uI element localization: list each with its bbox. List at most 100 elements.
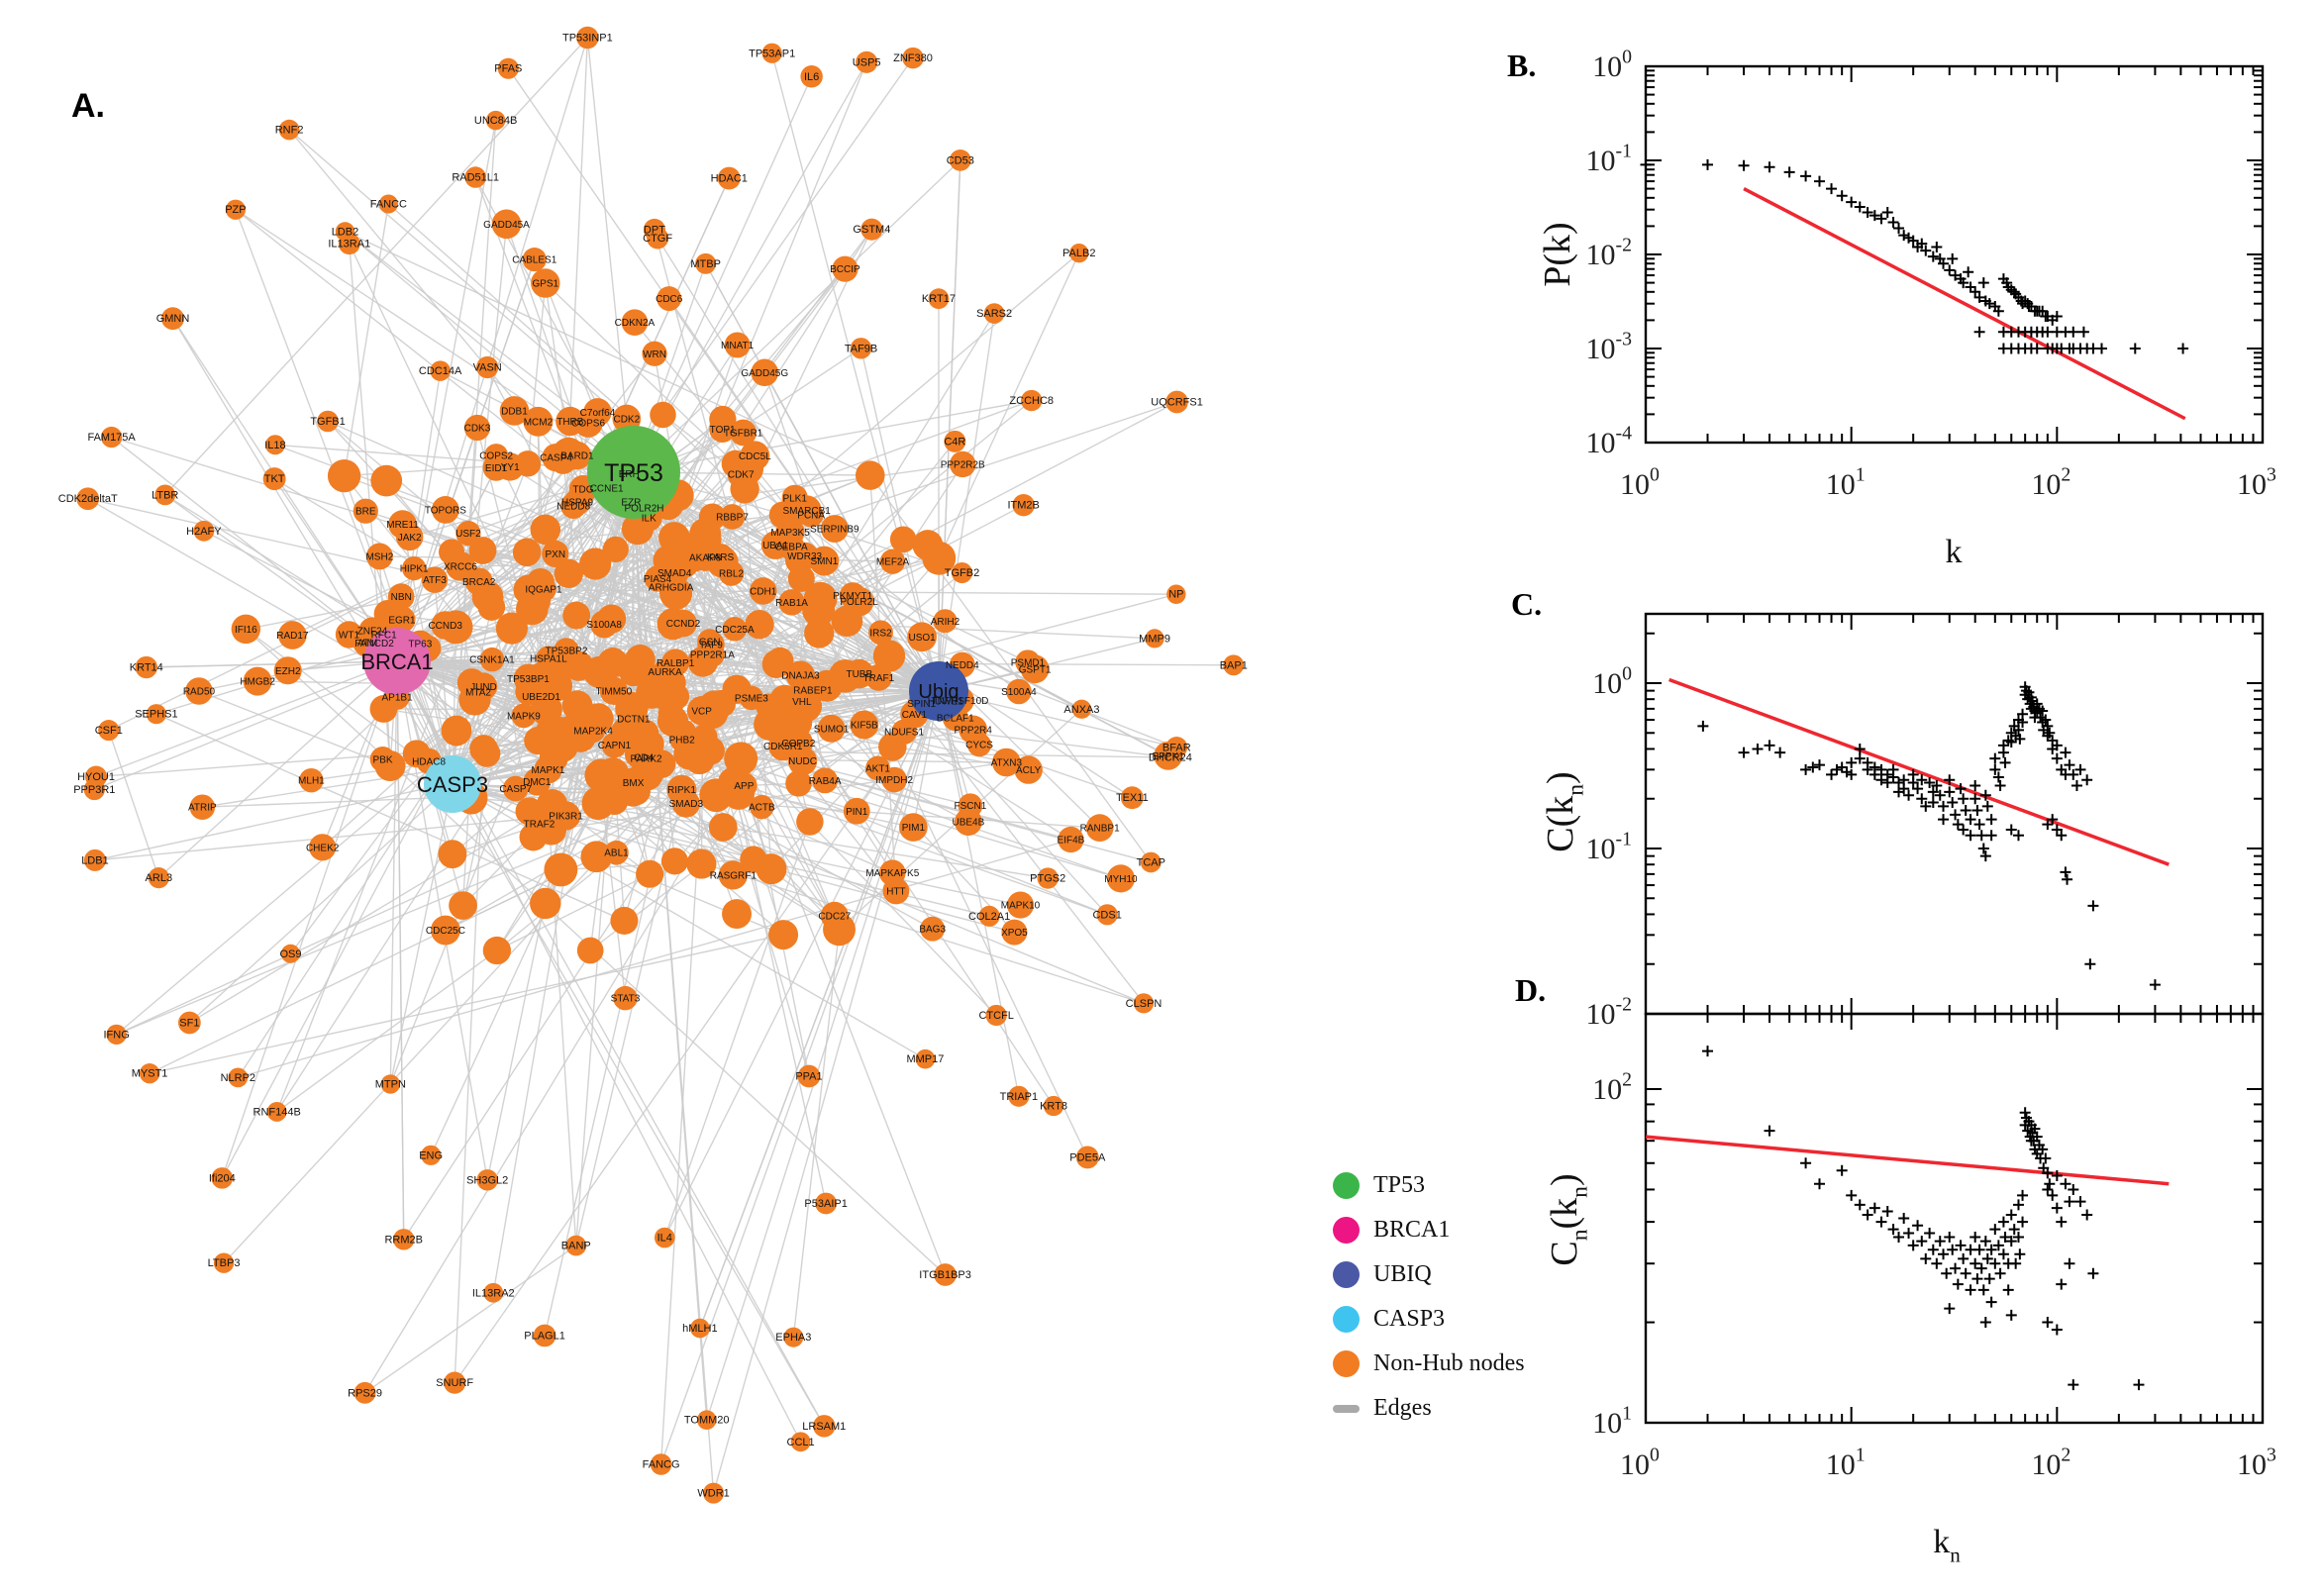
network-node-label: CD53 (947, 154, 974, 166)
network-node-label: CASP4 (540, 453, 572, 464)
network-node-label: CCND2 (666, 619, 701, 630)
network-edge (87, 498, 940, 692)
scatter-point (1774, 747, 1786, 758)
network-node-label: BAG3 (919, 925, 946, 936)
scatter-point (1963, 266, 1974, 278)
network-node-label: HSPA9 (561, 498, 593, 509)
scatter-point (2068, 1183, 2079, 1195)
scatter-point (1898, 783, 1910, 795)
scatter-point (1920, 800, 1932, 812)
network-node-label: HDAC1 (711, 173, 748, 185)
network-node-label: BFAR (1162, 742, 1191, 753)
network-node (959, 715, 987, 745)
network-node-label: YY1 (501, 462, 520, 473)
network-node-label: POLR2L (840, 597, 878, 608)
network-edge (171, 318, 398, 662)
network-node-label: FANCG (643, 1459, 680, 1471)
scatter-point (1764, 740, 1775, 751)
tick-label: 100 (1620, 1445, 1660, 1482)
scatter-point (1992, 305, 2004, 317)
scatter-point (1975, 1262, 1987, 1274)
scatter-point (2042, 1317, 2054, 1329)
network-node-label: MCM2 (524, 417, 554, 428)
scatter-point (2037, 1144, 2049, 1155)
network-node (542, 540, 569, 567)
network-node-label: ATF3 (423, 575, 447, 586)
network-node (879, 549, 906, 574)
network-node-label: TRAF2 (524, 820, 556, 831)
scatter-point (2081, 774, 2093, 786)
scatter-point (2042, 1167, 2054, 1179)
network-edge (396, 632, 820, 662)
scatter-point (2012, 724, 2024, 736)
network-node-label: WT1 (339, 630, 360, 641)
legend-item-brca1: BRCA1 (1333, 1213, 1525, 1247)
scatter-point (1868, 1202, 1880, 1214)
network-node-label: PZP (225, 204, 246, 216)
network-node-label: RNF2 (275, 125, 304, 137)
network-edge (396, 37, 589, 662)
network-node (751, 358, 779, 387)
scatter-point (2017, 717, 2029, 729)
network-graph: TP53 BRCA1 Ubiq CASP3 ZNF24 C7orf64 USF2 MCM2 CD… (58, 26, 1248, 1504)
network-node (211, 1167, 234, 1189)
network-node (556, 406, 585, 437)
tick-label: 102 (2031, 1445, 2070, 1482)
network-node (754, 708, 786, 741)
network-node (638, 664, 666, 693)
network-node-label: STAT3 (611, 994, 641, 1005)
network-node (536, 789, 568, 821)
network-node-label: CDK2deltaT (58, 493, 118, 505)
scatter-point (1971, 805, 1983, 817)
scatter-point (2068, 768, 2079, 780)
network-node-label: EZR (621, 498, 641, 509)
network-node-label: RAB4A (809, 776, 842, 787)
network-node (535, 718, 562, 746)
network-edge (576, 705, 1108, 916)
network-node (856, 50, 878, 73)
network-edge (551, 761, 1007, 831)
network-node (671, 550, 699, 578)
network-node (809, 546, 840, 576)
network-edge (108, 730, 159, 878)
network-node (642, 341, 667, 366)
scatter-point (1927, 250, 1939, 262)
network-node (933, 609, 958, 634)
network-node-label: KARS (707, 552, 735, 563)
scatter-point (1702, 158, 1714, 170)
network-node-label: SMAD3 (669, 799, 704, 810)
network-node (879, 859, 906, 886)
network-node (154, 484, 176, 506)
network-node-label: C4R (944, 436, 965, 448)
scatter-point (2019, 295, 2031, 307)
network-node-label: LTBP3 (208, 1257, 241, 1269)
network-node (327, 458, 361, 493)
network-edge (663, 821, 811, 1239)
tick-label: 103 (2237, 464, 2276, 502)
tick-label: 100 (1592, 663, 1632, 701)
scatter-point (1931, 780, 1943, 792)
network-node-label: HTT (886, 887, 905, 898)
scatter-point (2019, 1107, 2031, 1119)
network-node-label: CASP7 (499, 784, 532, 795)
network-node (949, 149, 971, 171)
network-node (803, 581, 838, 616)
network-node (768, 501, 797, 529)
scatter-point (1893, 223, 1905, 235)
network-node-label: MTA2 (465, 687, 491, 698)
scatter-point (1994, 1267, 2006, 1279)
network-edge (568, 572, 846, 677)
scatter-point (1854, 752, 1866, 764)
scatter-point (1887, 216, 1899, 228)
scatter-point (2044, 727, 2056, 739)
network-node-label: TGFB1 (310, 416, 345, 428)
network-node-label: MAP2K4 (573, 726, 613, 737)
scatter-point (2020, 685, 2032, 697)
network-edge (656, 238, 940, 692)
network-node (1012, 494, 1035, 517)
tick-label: 10-2 (1586, 994, 1632, 1032)
scatter-point (2005, 737, 2017, 748)
network-edge (496, 873, 651, 951)
legend-item-ubiq: UBIQ (1333, 1257, 1525, 1292)
network-node-label: NBN (391, 592, 412, 603)
